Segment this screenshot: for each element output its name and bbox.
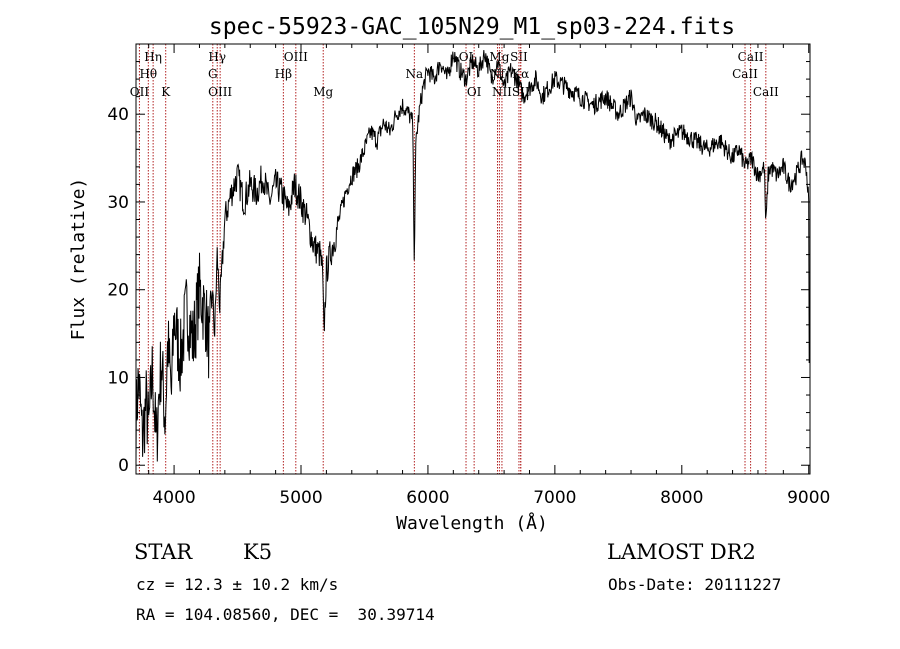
spectral-line-label: Hγ [208, 50, 226, 64]
y-tick-label: 10 [107, 368, 129, 388]
x-tick-label: 8000 [660, 488, 703, 508]
y-tick-label: 30 [107, 193, 129, 213]
plot-area [135, 50, 810, 462]
flux-series-line [135, 50, 810, 462]
x-tick-label: 4000 [152, 488, 195, 508]
spectral-line-label: Mg [489, 50, 509, 64]
y-axis-label: Flux (relative) [68, 178, 89, 341]
spectral-line-label: CaII [732, 67, 758, 81]
observation-date: Obs-Date: 20111227 [608, 575, 782, 594]
spectral-line-label: Hη [144, 50, 162, 64]
spectral-line-label: Hθ [139, 67, 157, 81]
spectral-line-label: OII [130, 85, 150, 99]
object-class: STAR [134, 540, 193, 564]
sky-coordinates: RA = 104.08560, DEC = 30.39714 [136, 605, 435, 624]
spectral-line-label: OIII [208, 85, 232, 99]
spectral-line-label: CaII [753, 85, 779, 99]
spectral-line-label: G [208, 67, 218, 81]
spectral-line-label: Hβ [275, 67, 292, 81]
spectral-line-label: OIII [284, 50, 308, 64]
survey-name: LAMOST DR2 [607, 540, 756, 564]
y-tick-label: 20 [107, 281, 129, 301]
spectral-line-label: OI [467, 85, 482, 99]
plot-frame [135, 43, 811, 475]
spectral-line-label: SII [510, 50, 528, 64]
y-tick-label: 0 [118, 456, 129, 476]
redshift-velocity: cz = 12.3 ± 10.2 km/s [136, 575, 339, 594]
spectral-line-label: CaII [738, 50, 764, 64]
spectral-line-label: Na [406, 67, 424, 81]
x-tick-label: 5000 [279, 488, 322, 508]
spectral-line-label: Mg [313, 85, 333, 99]
spectral-line-label: NII [492, 85, 512, 99]
x-axis-label: Wavelength (Å) [396, 512, 548, 534]
y-tick-label: 40 [107, 105, 129, 125]
x-tick-label: 6000 [406, 488, 449, 508]
y-axis: 0 10 20 30 40 [107, 61, 810, 476]
x-tick-label: 7000 [533, 488, 576, 508]
object-subclass: K5 [243, 540, 273, 564]
x-axis: 4000 5000 6000 7000 8000 9000 [148, 44, 830, 508]
spectral-line-label: K [161, 85, 171, 99]
chart-title: spec-55923-GAC_105N29_M1_sp03-224.fits [209, 14, 735, 40]
x-tick-label: 9000 [787, 488, 830, 508]
